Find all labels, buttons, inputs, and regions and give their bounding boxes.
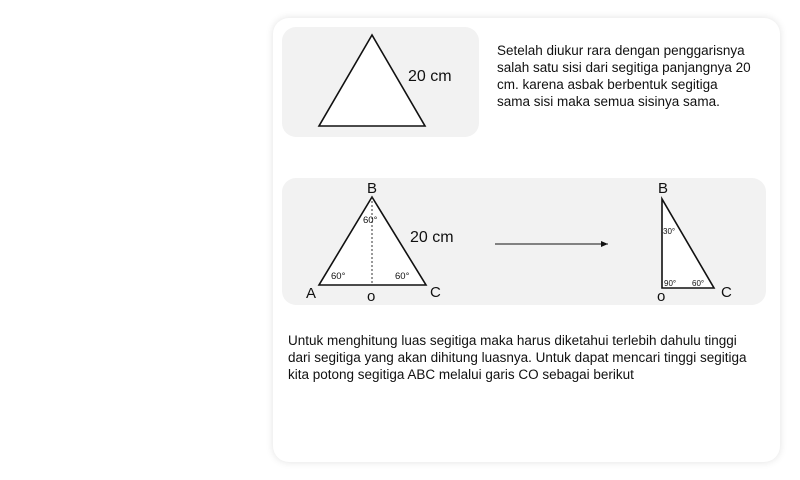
angle-b-label: 60° (363, 215, 378, 226)
side-length-label: 20 cm (408, 68, 452, 85)
point-b-label-right: B (658, 180, 668, 197)
point-o-label-right: o (657, 288, 665, 305)
point-c-label: C (430, 284, 441, 301)
side-bc-length-label: 20 cm (410, 229, 454, 246)
description-text: Setelah diukur rara dengan penggarisnya … (497, 43, 751, 109)
explanation-paragraph: Untuk menghitung luas segitiga maka haru… (288, 333, 747, 382)
right-triangle-boc (661, 196, 716, 289)
angle-b-label-right: 30° (663, 227, 675, 236)
point-a-label: A (306, 285, 316, 302)
point-b-label: B (367, 180, 377, 197)
angle-o-label-right: 90° (664, 279, 676, 288)
angle-c-label-right: 60° (692, 279, 704, 288)
point-c-label-right: C (721, 284, 732, 301)
angle-a-label: 60° (331, 271, 346, 282)
equilateral-triangle (317, 33, 427, 127)
angle-c-label: 60° (395, 271, 410, 282)
point-o-label: o (367, 288, 375, 305)
